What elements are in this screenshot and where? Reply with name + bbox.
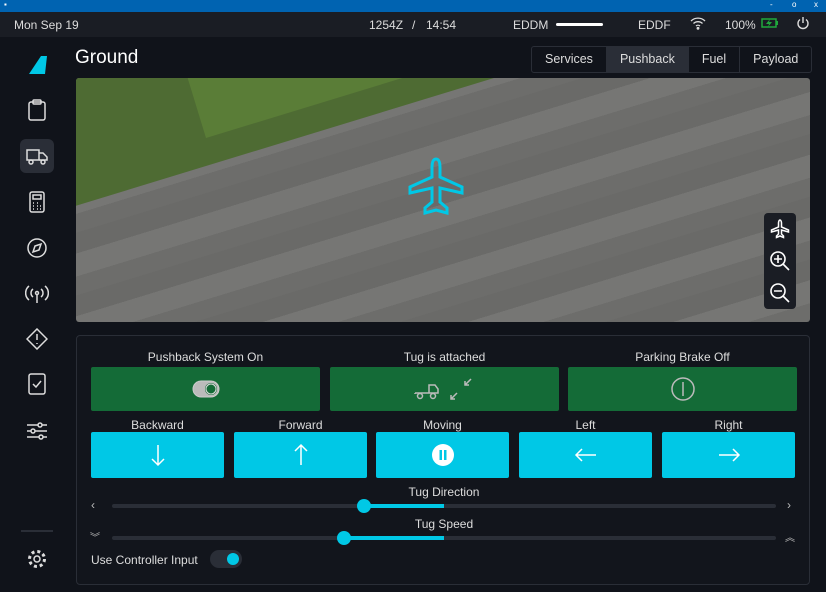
ground-tabs: Services Pushback Fuel Payload xyxy=(531,46,813,73)
tug-status-label: Tug is attached xyxy=(403,350,486,364)
window-titlebar: ▪ - o x xyxy=(0,0,826,12)
time-local: 14:54 xyxy=(426,18,457,32)
sliders-icon[interactable] xyxy=(20,414,54,448)
backward-label: Backward xyxy=(131,418,184,432)
toggle-on-icon xyxy=(192,380,219,398)
maximize-button[interactable]: o xyxy=(792,0,797,9)
moving-label: Moving xyxy=(423,418,462,432)
double-chevron-down-icon[interactable]: ︾ xyxy=(90,533,100,544)
checklist-icon[interactable] xyxy=(20,367,54,401)
status-bar: Mon Sep 19 1254Z / 14:54 EDDM EDDF 100% xyxy=(0,12,826,37)
chevron-right-icon[interactable]: › xyxy=(787,498,791,512)
right-label: Right xyxy=(714,418,743,432)
app-logo xyxy=(20,48,54,82)
parking-brake-icon xyxy=(670,377,695,401)
flight-progress-bar xyxy=(556,23,603,26)
backward-button[interactable] xyxy=(91,432,224,478)
forward-button[interactable] xyxy=(234,432,367,478)
pushback-control-panel: Pushback System On Tug is attached Parki… xyxy=(76,335,810,585)
time-utc: 1254Z xyxy=(369,18,404,32)
gear-icon[interactable] xyxy=(20,542,54,576)
arrow-down-icon xyxy=(150,445,165,467)
date: Mon Sep 19 xyxy=(14,18,79,32)
tug-speed-label: Tug Speed xyxy=(414,517,474,531)
tab-pushback[interactable]: Pushback xyxy=(606,47,689,72)
forward-label: Forward xyxy=(278,418,323,432)
compass-icon[interactable] xyxy=(20,231,54,265)
warning-icon[interactable] xyxy=(20,322,54,356)
pause-button[interactable] xyxy=(376,432,509,478)
tab-services[interactable]: Services xyxy=(532,47,607,72)
arrow-up-icon xyxy=(293,443,308,465)
calculator-icon[interactable] xyxy=(20,185,54,219)
tug-speed-slider[interactable] xyxy=(112,531,776,545)
controller-input-label: Use Controller Input xyxy=(91,553,198,567)
power-icon[interactable] xyxy=(796,16,810,33)
toggle-knob xyxy=(227,553,239,565)
time-separator: / xyxy=(412,18,416,32)
page-title: Ground xyxy=(75,47,139,68)
right-button[interactable] xyxy=(662,432,795,478)
origin-airport: EDDM xyxy=(513,18,549,32)
zoom-in-button[interactable] xyxy=(764,245,796,277)
parking-brake-button[interactable] xyxy=(568,367,797,411)
double-chevron-up-icon[interactable]: ︽ xyxy=(785,533,795,544)
sidebar-divider xyxy=(21,530,53,532)
slider-thumb[interactable] xyxy=(357,499,372,513)
tug-attached-icon xyxy=(413,378,472,400)
aircraft-icon xyxy=(408,157,464,215)
app-icon: ▪ xyxy=(4,0,7,9)
pushback-system-button[interactable] xyxy=(91,367,320,411)
map-controls xyxy=(764,213,796,309)
slider-fill xyxy=(364,504,444,508)
battery-charging-icon xyxy=(761,17,779,32)
wifi-icon xyxy=(690,16,706,33)
tab-fuel[interactable]: Fuel xyxy=(689,47,741,72)
close-button[interactable]: x xyxy=(814,0,818,9)
zoom-out-button[interactable] xyxy=(764,277,796,309)
slider-fill xyxy=(344,536,444,540)
left-label: Left xyxy=(575,418,596,432)
tug-direction-label: Tug Direction xyxy=(408,485,480,499)
truck-icon[interactable] xyxy=(20,139,54,173)
battery-level: 100% xyxy=(725,18,756,32)
parking-brake-label: Parking Brake Off xyxy=(635,350,730,364)
pushback-system-label: Pushback System On xyxy=(147,350,264,364)
slider-thumb[interactable] xyxy=(337,531,352,545)
pushback-map[interactable] xyxy=(76,78,810,322)
antenna-icon[interactable] xyxy=(20,277,54,311)
center-aircraft-button[interactable] xyxy=(764,213,796,245)
destination-airport: EDDF xyxy=(638,18,671,32)
arrow-left-icon xyxy=(574,448,596,462)
minimize-button[interactable]: - xyxy=(770,0,773,9)
pause-icon xyxy=(431,444,454,466)
chevron-left-icon[interactable]: ‹ xyxy=(91,498,95,512)
left-button[interactable] xyxy=(519,432,652,478)
arrow-right-icon xyxy=(718,448,740,462)
tug-attach-button[interactable] xyxy=(330,367,559,411)
clipboard-icon[interactable] xyxy=(20,93,54,127)
controller-input-toggle[interactable] xyxy=(210,550,242,568)
tab-payload[interactable]: Payload xyxy=(753,52,799,66)
tug-direction-slider[interactable] xyxy=(112,499,776,513)
